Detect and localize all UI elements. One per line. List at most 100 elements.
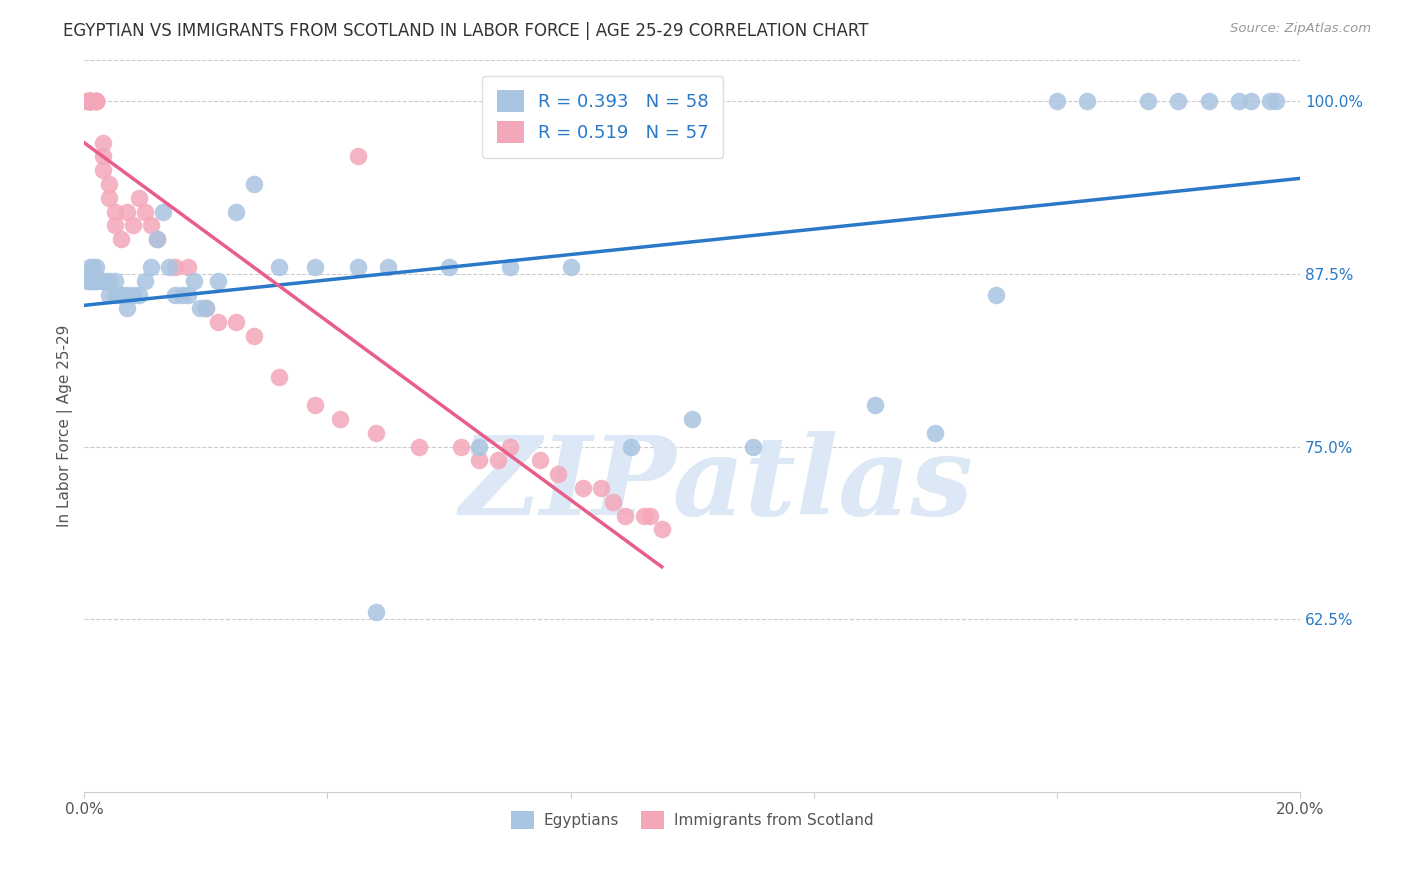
Point: [1076, 94, 1098, 108]
Point: [347, 260, 370, 274]
Point: [79, 94, 101, 108]
Point: [128, 191, 150, 205]
Point: [115, 287, 138, 301]
Point: [91, 274, 114, 288]
Point: [104, 219, 127, 233]
Point: [176, 260, 198, 274]
Point: [141, 260, 163, 274]
Point: [79, 94, 101, 108]
Point: [602, 495, 624, 509]
Point: [176, 287, 198, 301]
Point: [91, 136, 114, 150]
Point: [86, 274, 108, 288]
Point: [86, 94, 108, 108]
Point: [304, 260, 326, 274]
Point: [207, 274, 229, 288]
Legend: Egyptians, Immigrants from Scotland: Egyptians, Immigrants from Scotland: [505, 805, 879, 836]
Point: [146, 232, 169, 246]
Point: [79, 94, 101, 108]
Point: [924, 425, 946, 440]
Point: [86, 94, 108, 108]
Point: [110, 287, 132, 301]
Y-axis label: In Labor Force | Age 25-29: In Labor Force | Age 25-29: [58, 325, 73, 527]
Point: [364, 425, 387, 440]
Point: [681, 412, 703, 426]
Point: [152, 204, 174, 219]
Point: [633, 508, 655, 523]
Point: [157, 260, 180, 274]
Point: [1046, 94, 1069, 108]
Point: [547, 467, 569, 482]
Point: [110, 232, 132, 246]
Point: [194, 301, 217, 316]
Point: [76, 274, 98, 288]
Point: [243, 329, 266, 343]
Point: [170, 287, 193, 301]
Point: [134, 204, 156, 219]
Point: [82, 274, 104, 288]
Point: [207, 315, 229, 329]
Point: [97, 177, 120, 191]
Point: [86, 94, 108, 108]
Point: [194, 301, 217, 316]
Point: [1198, 94, 1220, 108]
Point: [225, 204, 247, 219]
Point: [110, 287, 132, 301]
Point: [82, 260, 104, 274]
Point: [104, 287, 127, 301]
Point: [115, 301, 138, 316]
Point: [76, 94, 98, 108]
Point: [329, 412, 352, 426]
Point: [134, 274, 156, 288]
Point: [91, 163, 114, 178]
Point: [364, 605, 387, 619]
Point: [450, 440, 472, 454]
Point: [347, 149, 370, 163]
Point: [146, 232, 169, 246]
Text: ZIPatlas: ZIPatlas: [460, 431, 973, 538]
Point: [1137, 94, 1160, 108]
Point: [79, 94, 101, 108]
Point: [79, 94, 101, 108]
Point: [79, 94, 101, 108]
Point: [79, 260, 101, 274]
Point: [79, 94, 101, 108]
Point: [1227, 94, 1250, 108]
Point: [499, 440, 522, 454]
Point: [122, 287, 145, 301]
Point: [620, 440, 643, 454]
Point: [267, 260, 290, 274]
Point: [267, 370, 290, 384]
Point: [304, 398, 326, 412]
Point: [183, 274, 205, 288]
Point: [128, 287, 150, 301]
Point: [408, 440, 430, 454]
Point: [1167, 94, 1189, 108]
Point: [79, 94, 101, 108]
Point: [1264, 94, 1286, 108]
Point: [486, 453, 509, 467]
Point: [742, 440, 765, 454]
Point: [86, 94, 108, 108]
Point: [122, 219, 145, 233]
Point: [79, 274, 101, 288]
Point: [571, 481, 593, 495]
Point: [86, 94, 108, 108]
Point: [614, 508, 637, 523]
Point: [97, 274, 120, 288]
Point: [104, 204, 127, 219]
Point: [863, 398, 886, 412]
Point: [1258, 94, 1281, 108]
Point: [638, 508, 661, 523]
Point: [141, 219, 163, 233]
Text: Source: ZipAtlas.com: Source: ZipAtlas.com: [1230, 22, 1371, 36]
Point: [468, 453, 491, 467]
Point: [651, 523, 673, 537]
Point: [468, 440, 491, 454]
Point: [115, 204, 138, 219]
Point: [79, 94, 101, 108]
Point: [86, 274, 108, 288]
Point: [225, 315, 247, 329]
Point: [86, 260, 108, 274]
Point: [437, 260, 460, 274]
